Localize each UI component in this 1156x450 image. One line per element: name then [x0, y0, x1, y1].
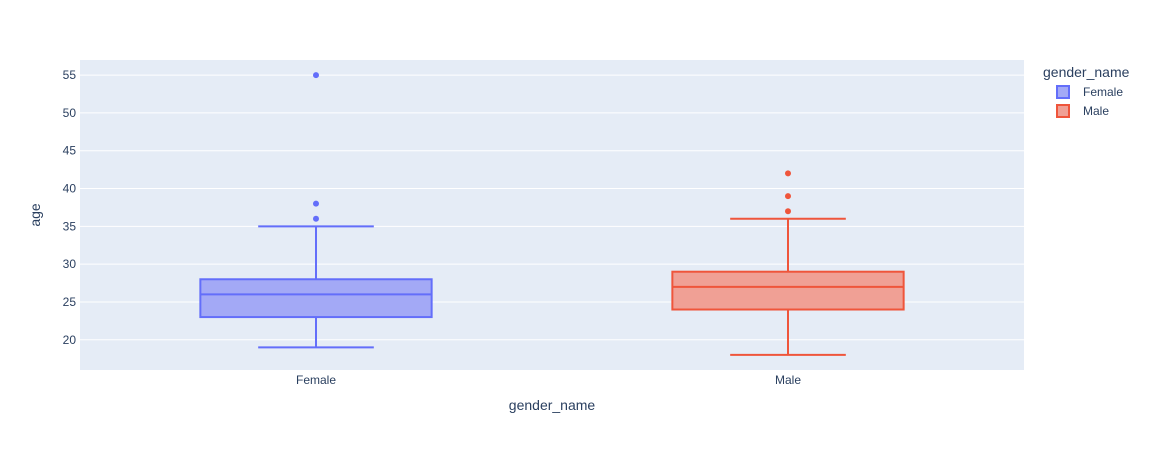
- plot-background: [80, 60, 1024, 370]
- outlier-point: [785, 170, 791, 177]
- outlier-point: [785, 193, 791, 200]
- y-tick-label: 40: [63, 182, 77, 196]
- x-axis-ticks: Female Male: [296, 373, 801, 387]
- y-tick-label: 20: [63, 333, 77, 347]
- y-tick-label: 55: [63, 68, 77, 82]
- legend-title: gender_name: [1043, 64, 1130, 80]
- legend-swatch: [1056, 104, 1070, 118]
- y-tick-label: 25: [63, 295, 77, 309]
- legend-label: Male: [1083, 104, 1109, 118]
- x-tick-label: Female: [296, 373, 336, 387]
- x-axis-title: gender_name: [509, 397, 596, 413]
- box-female[interactable]: [199, 72, 433, 349]
- boxes: [199, 72, 905, 356]
- legend-label: Female: [1083, 85, 1123, 99]
- y-axis-ticks: 20 25 30 35 40 45 50 55: [63, 68, 77, 347]
- y-tick-label: 45: [63, 144, 77, 158]
- legend[interactable]: gender_name Female Male: [1043, 64, 1130, 118]
- legend-item-female[interactable]: Female: [1056, 85, 1123, 99]
- outlier-point: [313, 200, 319, 207]
- outlier-point: [785, 208, 791, 215]
- y-tick-label: 30: [63, 257, 77, 271]
- y-tick-label: 50: [63, 106, 77, 120]
- outlier-point: [313, 72, 319, 79]
- box-male[interactable]: [671, 170, 905, 356]
- legend-swatch: [1056, 85, 1070, 99]
- iqr-box: [671, 270, 905, 311]
- iqr-box: [199, 278, 433, 319]
- x-tick-label: Male: [775, 373, 801, 387]
- y-tick-label: 35: [63, 219, 77, 233]
- outlier-point: [313, 215, 319, 222]
- legend-item-male[interactable]: Male: [1056, 104, 1109, 118]
- y-axis-title: age: [27, 203, 43, 227]
